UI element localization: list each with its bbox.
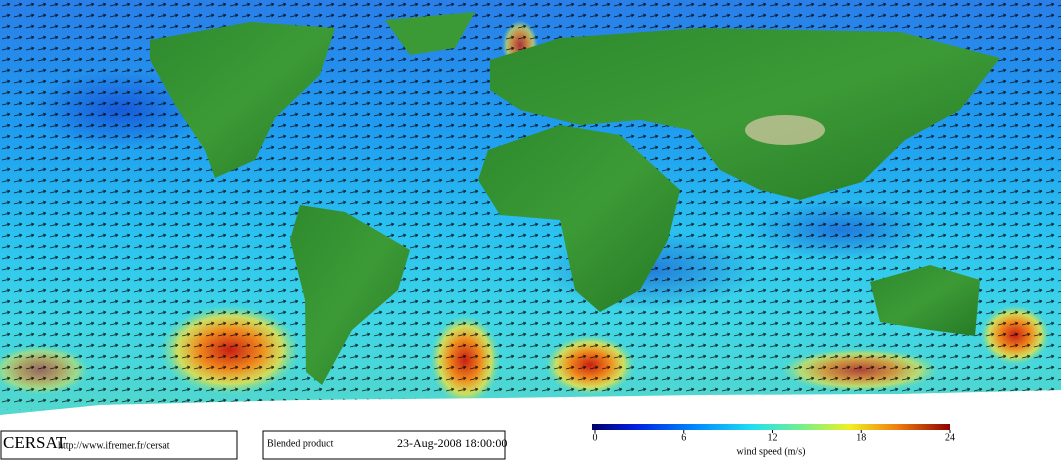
- colorbar-tick-label: 18: [856, 432, 866, 443]
- colorbar-ramp: [592, 424, 950, 430]
- logo: CERSAT: [3, 433, 67, 452]
- greenland: [385, 12, 475, 55]
- date: 23-Aug-2008 18:00:00: [397, 436, 507, 450]
- colorbar-tick-label: 6: [681, 432, 686, 443]
- antarctica: [0, 390, 1061, 430]
- colorbar: wind speed (m/s) 0 6 12 18 24: [592, 424, 955, 457]
- product-box: [262, 430, 506, 460]
- africa: [478, 125, 680, 312]
- map: [0, 0, 1061, 430]
- logo-box: [0, 430, 238, 460]
- tibet: [745, 115, 825, 145]
- eurasia: [490, 28, 1000, 200]
- colorbar-label: wind speed (m/s): [737, 446, 806, 457]
- colorbar-tick-label: 0: [593, 432, 598, 443]
- north-america: [150, 22, 335, 178]
- south-america: [290, 205, 410, 385]
- colorbar-tick-label: 24: [945, 432, 955, 443]
- australia: [870, 265, 980, 336]
- product: Blended product: [267, 438, 334, 449]
- colorbar-tick-label: 12: [768, 432, 778, 443]
- url: http://www.ifremer.fr/cersat: [58, 440, 170, 451]
